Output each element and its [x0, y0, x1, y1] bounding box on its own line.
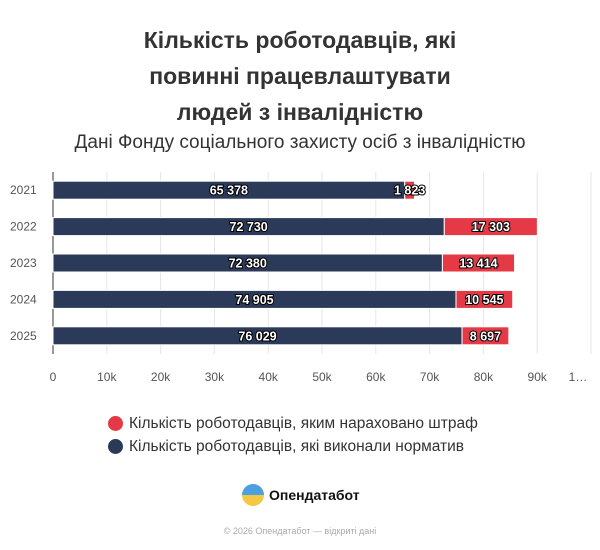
data-label: 76 029 [238, 329, 276, 343]
data-label: 65 378 [210, 184, 248, 198]
x-tick-label: 60k [366, 370, 386, 384]
x-tick-label: 40k [259, 370, 279, 384]
data-label: 1 823 [394, 184, 425, 198]
x-tick-label: 50k [312, 370, 332, 384]
x-tick-label: 80k [474, 370, 494, 384]
bar-segment [443, 217, 538, 237]
bar-segment [404, 180, 416, 200]
data-label: 72 380 [229, 257, 267, 271]
y-tick-label: 2024 [10, 292, 37, 306]
x-tick-label: 10k [97, 370, 117, 384]
y-tick-label: 2025 [10, 329, 37, 343]
legend-item-compliant[interactable]: Кількість роботодавців, які виконали нор… [108, 435, 478, 458]
chart-title: Кількість роботодавців, які повинні прац… [0, 22, 600, 130]
y-tick-label: 2023 [10, 256, 37, 270]
legend-item-fine[interactable]: Кількість роботодавців, яким нараховано … [108, 412, 478, 435]
data-label: 72 730 [230, 220, 268, 234]
data-label: 74 905 [235, 293, 273, 307]
bar-segment [441, 253, 516, 273]
x-tick-label: 20k [151, 370, 171, 384]
x-tick-label: 90k [528, 370, 548, 384]
data-label: 17 303 [472, 220, 510, 234]
legend-label: Кількість роботодавців, які виконали нор… [129, 437, 465, 455]
footer: © 2026 Опендатабот — відкриті дані [223, 526, 377, 536]
y-tick-label: 2021 [10, 183, 37, 197]
data-label: 10 545 [465, 293, 503, 307]
bar-chart: 0 10k 20k 30k 40k 50k 60k 70k 80k 90k 1… 2021 65 378… [10, 172, 592, 384]
legend: Кількість роботодавців, яким нараховано … [108, 412, 478, 458]
x-tick-label: 1… [569, 370, 588, 384]
x-tick-label: 70k [420, 370, 440, 384]
data-label: 8 697 [470, 329, 501, 343]
title-line: повинні працевлаштувати [149, 63, 451, 89]
legend-label: Кількість роботодавців, яким нараховано … [129, 414, 478, 432]
bar-segment [461, 326, 510, 346]
brand-logo: Опендатабот [242, 484, 360, 506]
chart-subtitle: Дані Фонду соціального захисту осіб з ін… [74, 132, 526, 153]
opendatabot-logo-icon [242, 484, 264, 506]
x-tick-label: 30k [205, 370, 225, 384]
title-line: людей з інвалідністю [176, 99, 424, 125]
logo-text: Опендатабот [269, 487, 360, 503]
legend-dot-icon [108, 416, 123, 431]
y-tick-label: 2022 [10, 220, 37, 234]
bar-segment [455, 289, 514, 309]
title-line: Кількість роботодавців, які [143, 27, 457, 53]
x-tick-label: 0 [50, 370, 57, 384]
data-label: 13 414 [459, 257, 497, 271]
legend-dot-icon [108, 439, 123, 454]
